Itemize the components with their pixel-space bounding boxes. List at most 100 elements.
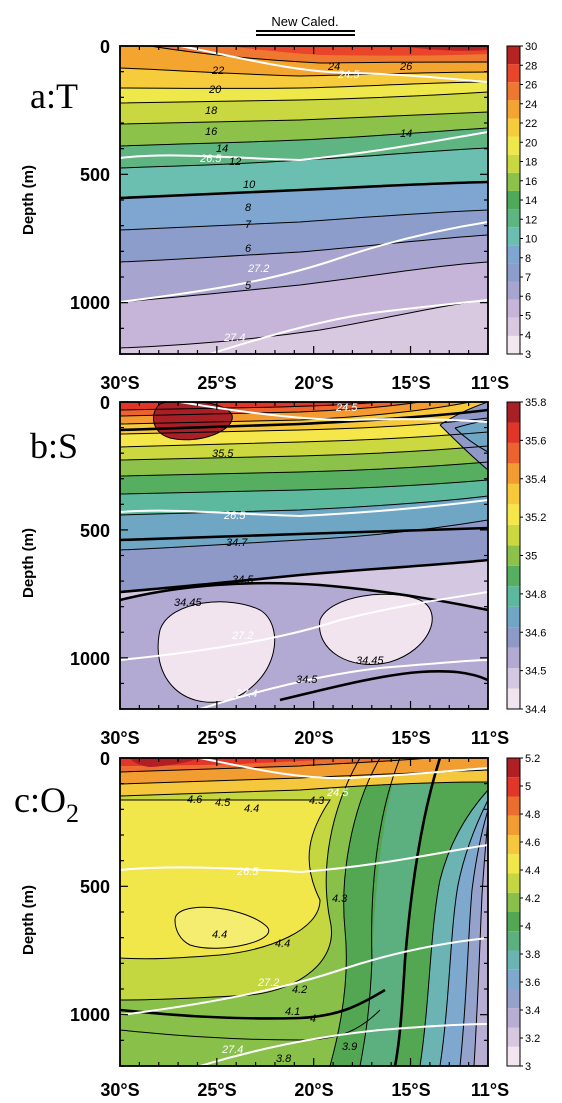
colorbar-tick-label: 4.8 (525, 809, 540, 821)
colorbar-tick-label: 4 (525, 921, 531, 933)
contour-label: 5 (245, 280, 252, 292)
contour-label: 34.7 (226, 537, 248, 549)
contour-label: 27.4 (221, 1044, 243, 1056)
colorbar-tick-label: 5.2 (525, 753, 540, 765)
y-tick-label: 500 (80, 877, 110, 897)
y-tick-label: 0 (100, 393, 110, 413)
colorbar-swatch (507, 586, 520, 607)
colorbar-swatch (507, 402, 520, 423)
colorbar-swatch (507, 64, 520, 83)
y-tick-label: 0 (100, 37, 110, 57)
colorbar-swatch (507, 263, 520, 282)
contour-label: 27.2 (231, 630, 253, 642)
y-tick-label: 500 (80, 521, 110, 541)
x-tick-label: 30°S (100, 728, 139, 748)
colorbar-swatch (507, 606, 520, 628)
colorbar-swatch (507, 100, 520, 119)
colorbar-tick-label: 24 (525, 99, 537, 111)
colorbar-tick-label: 8 (525, 253, 531, 265)
colorbar-swatch (507, 245, 520, 264)
y-axis-label: Depth (m) (20, 165, 37, 235)
colorbar-swatch (507, 873, 520, 893)
colorbar-tick-label: 5 (525, 781, 531, 793)
colorbar-tick-label: 28 (525, 60, 537, 72)
contour-label: 4 (310, 1013, 316, 1025)
colorbar-tick-label: 35 (525, 551, 537, 563)
colorbar-tick-label: 4.6 (525, 837, 540, 849)
contour-label: 27.2 (257, 977, 279, 989)
x-tick-label: 20°S (294, 1080, 333, 1100)
colorbar-swatch (507, 1008, 520, 1028)
panel-b: 24.5 35.5 26.5 34.7 34.5 34.45 27.2 34.4… (20, 393, 546, 748)
x-tick-label: 30°S (100, 373, 139, 393)
colorbar-tick-label: 34.8 (525, 589, 546, 601)
x-tick-label: 11°S (471, 373, 509, 393)
contour-label: 34.5 (232, 574, 254, 586)
colorbar-swatch (507, 950, 520, 970)
colorbar-tick-label: 6 (525, 291, 531, 303)
contour-label: 4.2 (292, 984, 307, 996)
contour-label: 4.4 (212, 929, 227, 941)
colorbar-swatch (507, 82, 520, 101)
colorbar-tick-label: 34.4 (525, 704, 546, 716)
contour-label: 20 (208, 84, 222, 96)
panel-b-colorbar: 34.4 34.5 34.6 34.8 35 35.2 35.4 35.6 35.8 (506, 397, 546, 716)
colorbar-swatch (507, 422, 520, 443)
colorbar-tick-label: 35.8 (525, 397, 546, 409)
colorbar-swatch (507, 118, 520, 137)
colorbar-swatch (507, 758, 520, 778)
colorbar-swatch (507, 335, 520, 354)
colorbar-tick-label: 35.2 (525, 512, 546, 524)
colorbar-tick-label: 20 (525, 137, 537, 149)
x-tick-label: 20°S (294, 373, 333, 393)
contour-label: 14 (216, 143, 228, 155)
colorbar-swatch (507, 796, 520, 816)
region-label: New Caled. (271, 14, 338, 29)
contour-label: 6 (245, 243, 252, 255)
colorbar-tick-label: 26 (525, 80, 537, 92)
colorbar-tick-label: 35.4 (525, 474, 546, 486)
colorbar-swatch (507, 931, 520, 951)
colorbar-tick-label: 3 (525, 1061, 531, 1073)
contour-label: 16 (205, 126, 218, 138)
colorbar-swatch (507, 545, 520, 566)
colorbar-swatch (507, 1046, 520, 1066)
x-tick-label: 25°S (197, 728, 236, 748)
colorbar-swatch (507, 281, 520, 300)
colorbar-swatch (507, 989, 520, 1009)
colorbar-swatch (507, 154, 520, 173)
colorbar-frame (506, 757, 521, 1067)
y-axis-label: Depth (m) (20, 885, 37, 955)
colorbar-swatch (507, 969, 520, 989)
x-tick-label: 11°S (471, 1080, 509, 1100)
colorbar-tick-label: 4.2 (525, 893, 540, 905)
colorbar-tick-label: 10 (525, 234, 537, 246)
contour-label: 4.5 (215, 797, 231, 809)
panel-c-fill (120, 758, 488, 1066)
colorbar-tick-label: 35.6 (525, 435, 546, 447)
contour-label: 18 (205, 105, 218, 117)
contour-label: 3.9 (342, 1041, 357, 1053)
colorbar-tick-label: 16 (525, 176, 537, 188)
contour-label: 4.3 (332, 893, 348, 905)
panel-a-label: a:T (30, 76, 78, 116)
panel-a: 22 24.5 24 26 20 18 16 14 14 26.5 12 10 … (20, 37, 537, 393)
contour-label: 4.3 (309, 795, 325, 807)
colorbar-tick-label: 7 (525, 272, 531, 284)
contour-label: 24 (327, 61, 340, 73)
colorbar-swatch (507, 777, 520, 797)
panel-a-ticks (119, 45, 489, 355)
contour-label: 7 (245, 219, 252, 231)
y-tick-label: 1000 (70, 1005, 110, 1025)
contour-label: 8 (245, 202, 252, 214)
colorbar-tick-label: 3.8 (525, 949, 540, 961)
colorbar-swatch (507, 463, 520, 484)
colorbar-tick-label: 34.5 (525, 666, 546, 678)
colorbar-swatch (507, 299, 520, 318)
y-tick-label: 0 (100, 749, 110, 769)
contour-label: 27.2 (247, 263, 269, 275)
contour-label: 4.6 (187, 794, 203, 806)
colorbar-tick-label: 3 (525, 349, 531, 361)
contour-label: 26.5 (223, 510, 246, 522)
